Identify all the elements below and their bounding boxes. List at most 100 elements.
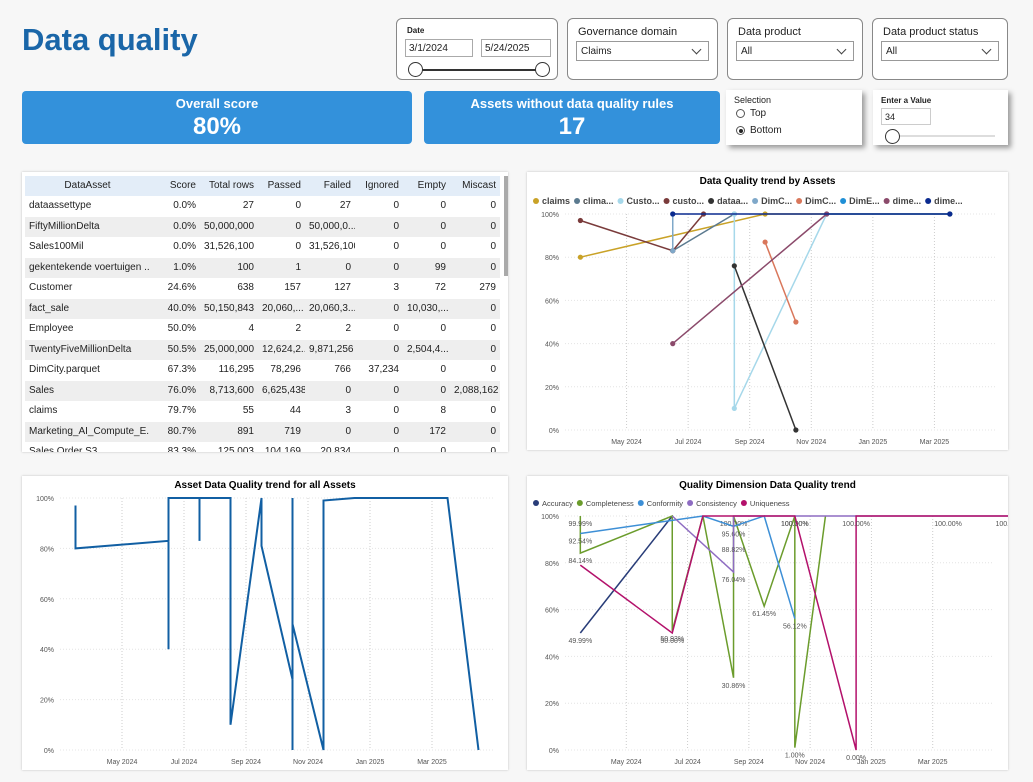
page-title: Data quality: [22, 22, 198, 57]
x-tick-label: Jan 2025: [858, 439, 887, 446]
table-cell: 0.0%: [173, 241, 196, 252]
table-cell: Sales Order S3: [29, 446, 98, 452]
legend-label: Consistency: [696, 499, 737, 508]
slider-handle[interactable]: [408, 62, 423, 77]
slider-handle[interactable]: [885, 129, 900, 144]
data-point: [731, 263, 737, 269]
table-cell: 0: [393, 302, 399, 314]
y-tick-label: 80%: [545, 255, 559, 262]
table-cell: 0: [490, 200, 496, 211]
table-cell: 0: [440, 241, 446, 252]
chart-panel: Data Quality trend by Assets 0% 20% 40% 60% 8…: [527, 172, 1008, 450]
legend-swatch: [617, 198, 624, 204]
chart: Quality Dimension Data Quality trend 0% 20…: [533, 480, 1023, 766]
data-label: 50.00%: [660, 638, 684, 645]
data-point: [947, 211, 953, 217]
table-cell: 719: [284, 425, 301, 437]
y-tick-label: 100%: [36, 496, 54, 503]
y-tick-label: 80%: [40, 546, 54, 553]
date-start[interactable]: 3/1/2024: [405, 39, 473, 57]
table-cell: 0: [393, 384, 399, 396]
table-cell: 2,088,162: [454, 384, 499, 396]
legend-swatch: [840, 198, 847, 204]
data-label: 99.99%: [568, 521, 592, 528]
column-header: Total rows: [208, 180, 254, 191]
table-header: [25, 176, 500, 196]
x-tick-label: Nov 2024: [795, 759, 825, 766]
x-tick-label: Mar 2025: [417, 759, 447, 766]
y-tick-label: 40%: [545, 654, 559, 661]
x-tick-label: Jul 2024: [674, 759, 701, 766]
dropdown[interactable]: Claims: [576, 41, 709, 61]
y-tick-label: 80%: [545, 561, 559, 568]
table-cell: 0: [393, 200, 399, 211]
table-cell: 0: [345, 261, 351, 273]
dropdown[interactable]: All: [736, 41, 854, 61]
table-cell: gekentekende voertuigen ...: [29, 261, 150, 273]
x-tick-label: May 2024: [107, 759, 138, 766]
product-filter[interactable]: Data product All: [727, 18, 863, 80]
table-cell: 0: [295, 200, 301, 211]
table-cell: DimCity.parquet: [29, 364, 100, 375]
table-cell: 0: [393, 425, 399, 437]
governance-filter[interactable]: Governance domain Claims: [567, 18, 718, 80]
chart-panel: Asset Data Quality trend for all Assets 0…: [22, 476, 508, 770]
table-cell: 72: [434, 282, 446, 293]
y-tick-label: 60%: [40, 597, 54, 604]
scrollbar: [504, 176, 508, 276]
data-point: [577, 217, 583, 224]
data-label: 0.00%: [846, 755, 866, 762]
table-cell: 2: [295, 323, 301, 334]
y-tick-label: 20%: [545, 701, 559, 708]
table-cell: 116,295: [218, 364, 254, 375]
legend-label: Conformity: [647, 499, 684, 508]
table-cell: 67.3%: [167, 364, 196, 375]
table-cell: 4: [248, 323, 254, 334]
table-cell: 50.5%: [167, 343, 196, 355]
data-table: DataAsset Score Total rows Passed Failed Igno…: [22, 172, 508, 452]
row-stripe: [25, 380, 500, 401]
table-cell: 0: [393, 220, 399, 232]
value-input[interactable]: 34: [881, 108, 931, 125]
date-filter[interactable]: Date 3/1/2024 5/24/2025: [396, 18, 558, 80]
status-filter[interactable]: Data product status All: [872, 18, 1008, 80]
legend-swatch: [637, 500, 644, 506]
column-header: Miscast: [462, 180, 496, 191]
table-cell: 50,000,0...: [309, 220, 355, 232]
data-point: [670, 341, 676, 347]
slider-track: [885, 135, 995, 137]
value-box: Enter a Value 34: [873, 90, 1008, 145]
slider-handle[interactable]: [535, 62, 550, 77]
radio[interactable]: [736, 126, 745, 135]
column-header: DataAsset: [64, 180, 111, 191]
kpi-card: Assets without data quality rules 17: [424, 91, 720, 144]
table-cell: 0: [490, 343, 496, 355]
table-cell: Sales100Mil: [29, 241, 84, 252]
y-tick-label: 20%: [40, 698, 54, 705]
table-cell: 99: [434, 261, 446, 273]
radio[interactable]: [736, 109, 745, 118]
dropdown[interactable]: All: [881, 41, 999, 61]
table-cell: 0: [490, 220, 496, 232]
x-tick-label: Jul 2024: [171, 759, 198, 766]
table-cell: 0: [393, 241, 399, 252]
y-tick-label: 40%: [40, 647, 54, 654]
legend-swatch: [925, 198, 932, 204]
legend-swatch: [752, 198, 759, 204]
legend-label: Custo...: [627, 196, 660, 206]
data-label: 84.14%: [568, 558, 592, 565]
data-point: [670, 248, 676, 254]
table-cell: 157: [284, 282, 301, 293]
table-cell: claims: [29, 405, 58, 416]
table-cell: dataassettype: [29, 200, 92, 211]
data-point: [793, 319, 799, 325]
chart: Asset Data Quality trend for all Assets 0…: [36, 480, 494, 766]
data-point: [731, 405, 737, 411]
series-line: [580, 213, 950, 258]
data-label: 88.82%: [722, 547, 746, 554]
x-tick-label: Jul 2024: [675, 439, 702, 446]
table-cell: 0.0%: [173, 200, 196, 211]
date-end[interactable]: 5/24/2025: [481, 39, 551, 57]
table-cell: 6,625,438: [262, 384, 305, 396]
table-cell: 27: [339, 200, 351, 211]
